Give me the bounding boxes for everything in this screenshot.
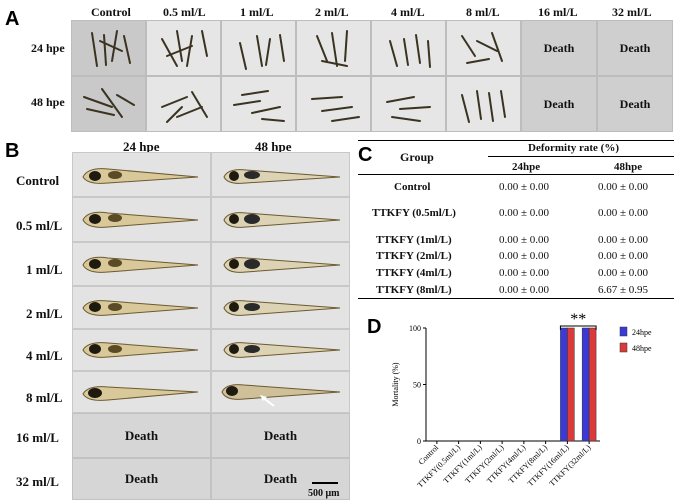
table-row-8-24: 0.00 ± 0.00 bbox=[499, 284, 550, 296]
a-col-8: 8 ml/L bbox=[466, 5, 500, 19]
table-header-group: Group bbox=[400, 150, 434, 164]
table-bottom-rule bbox=[358, 298, 674, 299]
a-photo-1-24 bbox=[221, 20, 296, 76]
a-photo-control-24 bbox=[71, 20, 146, 76]
table-row-4-group: TTKFY (4ml/L) bbox=[376, 267, 452, 279]
a-col-control: Control bbox=[91, 5, 131, 19]
a-photo-4-24 bbox=[371, 20, 446, 76]
b-photo-4-24 bbox=[72, 329, 211, 371]
b-col-48: 48 hpe bbox=[255, 139, 292, 154]
table-row-2-48: 0.00 ± 0.00 bbox=[598, 250, 649, 262]
a-photo-1-48 bbox=[221, 76, 296, 132]
scale-bar-label: 500 μm bbox=[308, 488, 340, 499]
significance-annotation: ** bbox=[570, 311, 586, 328]
b-photo-05-24 bbox=[72, 197, 211, 242]
a-col-1: 1 ml/L bbox=[240, 5, 274, 19]
b-death-16-24: Death bbox=[72, 413, 211, 458]
a-row-24: 24 hpe bbox=[31, 41, 65, 55]
table-row-2-24: 0.00 ± 0.00 bbox=[499, 250, 550, 262]
bar-24hpe-6 bbox=[560, 327, 568, 442]
a-photo-control-48 bbox=[71, 76, 146, 132]
b-photo-2-24 bbox=[72, 286, 211, 329]
a-photo-4-48 bbox=[371, 76, 446, 132]
table-row-05-group: TTKFY (0.5ml/L) bbox=[372, 207, 456, 219]
b-photo-1-48 bbox=[211, 242, 350, 286]
a-photo-8-24 bbox=[446, 20, 521, 76]
a-col-4: 4 ml/L bbox=[391, 5, 425, 19]
table-row-05-48: 0.00 ± 0.00 bbox=[598, 207, 649, 219]
a-col-0-5: 0.5 ml/L bbox=[163, 5, 206, 19]
b-row-8: 8 ml/L bbox=[26, 390, 63, 405]
a-death-16-48: Death bbox=[521, 76, 597, 132]
y-tick-label: 100 bbox=[409, 324, 421, 333]
legend-label-48hpe: 48hpe bbox=[632, 344, 652, 353]
bar-24hpe-7 bbox=[581, 327, 590, 442]
table-top-rule bbox=[358, 140, 674, 141]
table-row-control-24: 0.00 ± 0.00 bbox=[499, 181, 550, 193]
b-row-4: 4 ml/L bbox=[26, 348, 63, 363]
table-row-1-group: TTKFY (1ml/L) bbox=[376, 234, 452, 246]
b-photo-control-48 bbox=[211, 152, 350, 197]
b-photo-1-24 bbox=[72, 242, 211, 286]
a-death-16-24: Death bbox=[521, 20, 597, 76]
b-photo-2-48 bbox=[211, 286, 350, 329]
table-header-rate: Deformity rate (%) bbox=[528, 142, 620, 154]
legend-swatch-48hpe bbox=[619, 342, 628, 353]
y-axis-label: Mortality (%) bbox=[391, 362, 400, 407]
a-photo-05-48 bbox=[146, 76, 221, 132]
a-photo-05-24 bbox=[146, 20, 221, 76]
b-photo-8-48 bbox=[211, 371, 350, 413]
b-row-05: 0.5 ml/L bbox=[16, 218, 63, 233]
b-death-32-48: Death bbox=[211, 458, 350, 500]
b-col-24: 24 hpe bbox=[123, 139, 160, 154]
panel-a-letter: A bbox=[5, 8, 20, 30]
scale-bar bbox=[312, 482, 338, 484]
table-header-24: 24hpe bbox=[512, 161, 541, 173]
a-row-48: 48 hpe bbox=[31, 95, 65, 109]
b-death-32-24: Death bbox=[72, 458, 211, 500]
y-tick-label: 0 bbox=[417, 437, 421, 446]
y-tick-label: 50 bbox=[413, 381, 421, 390]
b-row-2: 2 ml/L bbox=[26, 306, 63, 321]
a-col-32: 32 ml/L bbox=[612, 5, 652, 19]
b-row-1: 1 ml/L bbox=[26, 262, 63, 277]
table-row-4-48: 0.00 ± 0.00 bbox=[598, 267, 649, 279]
a-col-16: 16 ml/L bbox=[538, 5, 578, 19]
table-row-1-24: 0.00 ± 0.00 bbox=[499, 234, 550, 246]
table-row-8-48: 6.67 ± 0.95 bbox=[598, 284, 649, 296]
table-row-2-group: TTKFY (2ml/L) bbox=[376, 250, 452, 262]
b-photo-control-24 bbox=[72, 152, 211, 197]
b-photo-05-48 bbox=[211, 197, 350, 242]
a-death-32-48: Death bbox=[597, 76, 673, 132]
a-photo-8-48 bbox=[446, 76, 521, 132]
table-header-rule bbox=[358, 174, 674, 175]
legend-label-24hpe: 24hpe bbox=[632, 328, 652, 337]
table-row-4-24: 0.00 ± 0.00 bbox=[499, 267, 550, 279]
table-row-05-24: 0.00 ± 0.00 bbox=[499, 207, 550, 219]
a-col-2: 2 ml/L bbox=[315, 5, 349, 19]
b-death-16-48: Death bbox=[211, 413, 350, 458]
b-row-control: Control bbox=[16, 173, 60, 188]
significance-bracket bbox=[559, 325, 597, 330]
table-header-48: 48hpe bbox=[614, 161, 643, 173]
a-photo-2-48 bbox=[296, 76, 371, 132]
table-row-control-group: Control bbox=[394, 181, 431, 193]
table-row-control-48: 0.00 ± 0.00 bbox=[598, 181, 649, 193]
b-photo-8-24 bbox=[72, 371, 211, 413]
bar-48hpe-7 bbox=[588, 327, 597, 442]
b-row-16: 16 ml/L bbox=[16, 430, 59, 445]
table-row-1-48: 0.00 ± 0.00 bbox=[598, 234, 649, 246]
bar-48hpe-6 bbox=[567, 327, 575, 442]
panel-c-letter: C bbox=[358, 144, 373, 166]
a-photo-2-24 bbox=[296, 20, 371, 76]
table-row-8-group: TTKFY (8ml/L) bbox=[376, 284, 452, 296]
b-row-32: 32 ml/L bbox=[16, 474, 59, 489]
a-death-32-24: Death bbox=[597, 20, 673, 76]
table-mid-rule bbox=[488, 156, 674, 157]
b-photo-4-48 bbox=[211, 329, 350, 371]
panel-b-letter: B bbox=[5, 140, 20, 162]
panel-d-letter: D bbox=[367, 316, 382, 338]
legend-swatch-24hpe bbox=[619, 326, 628, 337]
